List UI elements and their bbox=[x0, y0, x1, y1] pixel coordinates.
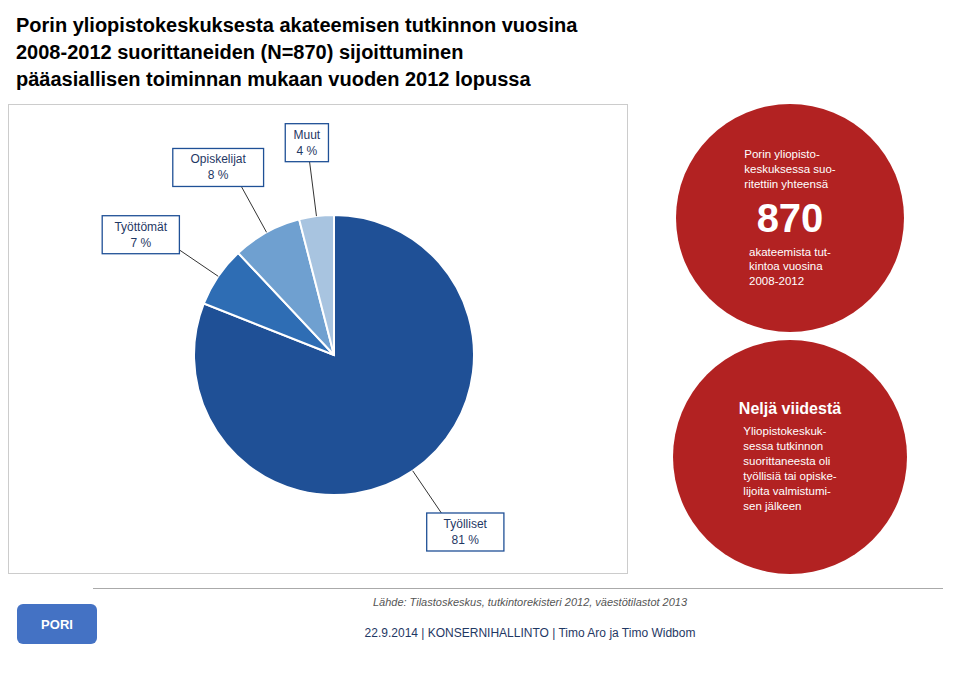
svg-text:Muut: Muut bbox=[294, 128, 321, 142]
svg-text:Opiskelijat: Opiskelijat bbox=[191, 152, 247, 166]
html-text:870: 870 bbox=[756, 195, 824, 240]
html-text:akateemista tut- kintoa vuosin: akateemista tut- kintoa vuosina 2008-201… bbox=[749, 245, 831, 288]
html-text:Neljä viidestä: Neljä viidestä bbox=[738, 400, 842, 418]
svg-text:Työttömät: Työttömät bbox=[114, 220, 167, 234]
html-text:PORI: PORI bbox=[41, 616, 73, 632]
svg-text:4 %: 4 % bbox=[297, 144, 318, 158]
svg-text:Työlliset: Työlliset bbox=[444, 517, 488, 531]
html-text:Porin yliopisto- keskuksessa s: Porin yliopisto- keskuksessa suo- ritett… bbox=[744, 147, 836, 190]
svg-text:7 %: 7 % bbox=[130, 236, 151, 250]
svg-text:81 %: 81 % bbox=[452, 533, 480, 547]
html-text:22.9.2014 | KONSERNIHALLINTO |: 22.9.2014 | KONSERNIHALLINTO | Timo Aro … bbox=[364, 626, 696, 640]
html-text:Lähde: Tilastoskeskus, tutkint: Lähde: Tilastoskeskus, tutkintorekisteri… bbox=[372, 596, 688, 608]
html-text:Porin yliopistokeskuksesta aka: Porin yliopistokeskuksesta akateemisen t… bbox=[16, 14, 578, 90]
html-text:Yliopistokeskuk- sessa tutkinn: Yliopistokeskuk- sessa tutkinnon suoritt… bbox=[743, 425, 837, 512]
svg-text:8 %: 8 % bbox=[208, 168, 229, 182]
